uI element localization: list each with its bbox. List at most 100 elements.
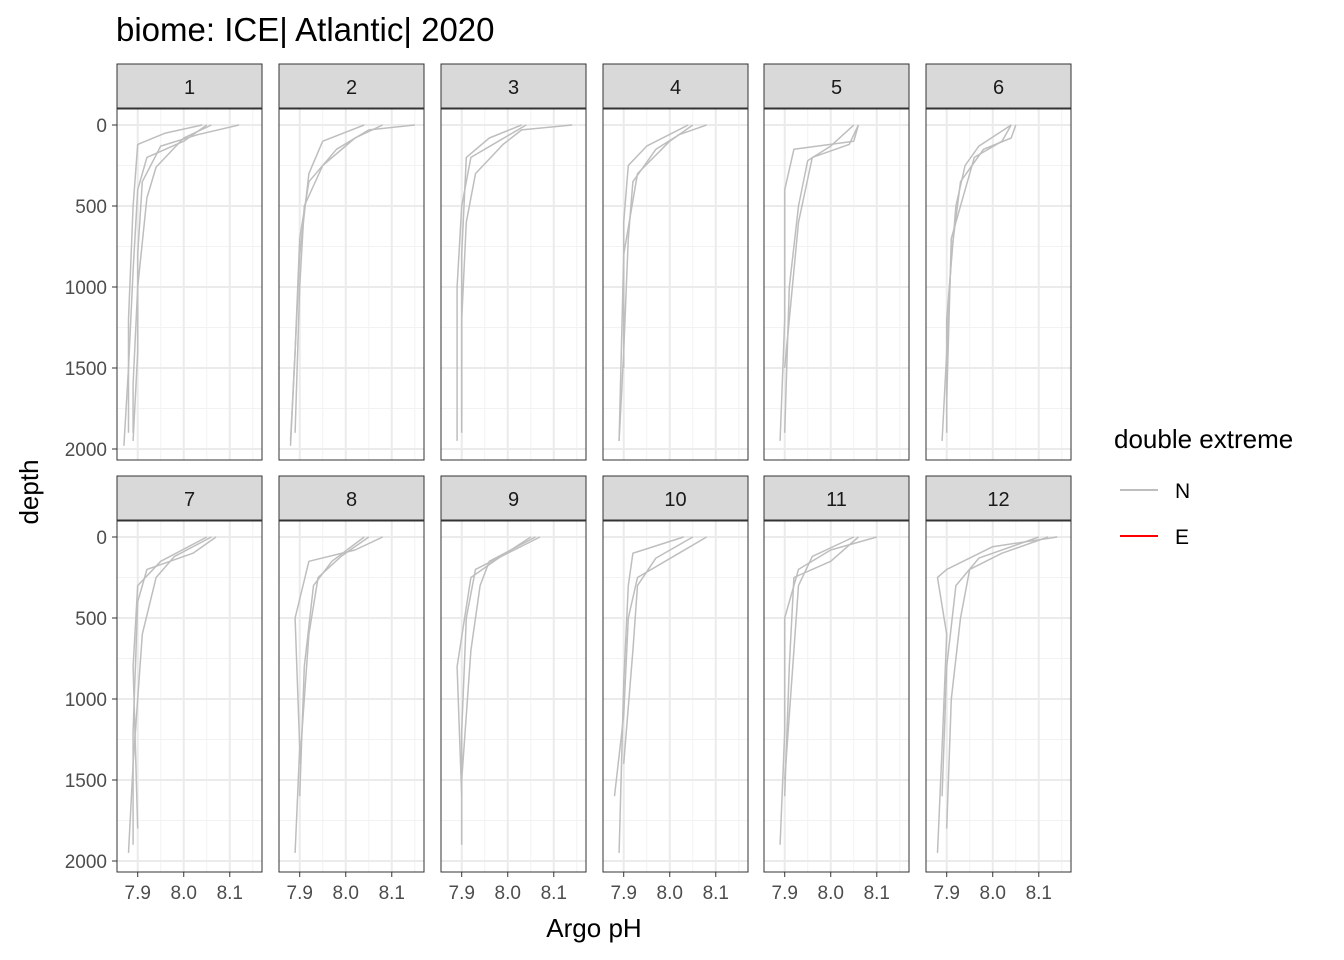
facet-strip bbox=[116, 475, 263, 521]
facet-panel-1: 1 bbox=[116, 63, 263, 461]
series-group bbox=[123, 124, 240, 446]
panel-border bbox=[440, 108, 587, 461]
chart-title: biome: ICE| Atlantic| 2020 bbox=[116, 11, 495, 48]
y-tick-label: 0 bbox=[96, 528, 107, 549]
facet-strip-label: 6 bbox=[993, 77, 1004, 99]
profile-line bbox=[132, 124, 240, 441]
x-axis: 7.9 8.0 8.1 7.9 8.0 8.1 7.9 8.0 8.1 7.9 8.0 8.1 7.9 8… bbox=[125, 872, 1052, 904]
facet-strip bbox=[440, 475, 587, 521]
facet-strip-label: 5 bbox=[831, 77, 842, 99]
x-tick-label: 8.1 bbox=[1026, 883, 1052, 904]
x-tick-label: 8.0 bbox=[171, 883, 197, 904]
x-tick-label: 7.9 bbox=[449, 883, 475, 904]
facet-panel-3: 3 bbox=[440, 63, 587, 461]
panel-border bbox=[925, 108, 1072, 461]
facet-strip bbox=[602, 63, 749, 109]
profile-line bbox=[294, 124, 383, 433]
facet-strip-label: 12 bbox=[987, 489, 1009, 511]
profile-line bbox=[456, 124, 527, 441]
x-tick-label: 8.1 bbox=[703, 883, 729, 904]
facet-panel-6: 6 bbox=[925, 63, 1072, 461]
plot-background bbox=[764, 521, 909, 872]
profile-line bbox=[779, 124, 860, 441]
x-tick-label: 8.1 bbox=[379, 883, 405, 904]
y-tick-label: 500 bbox=[75, 609, 107, 630]
facet-strip-label: 4 bbox=[670, 77, 681, 99]
panel-border bbox=[278, 520, 425, 873]
plot-background bbox=[117, 109, 262, 460]
legend-label-n: N bbox=[1175, 480, 1190, 503]
facet-strip-label: 7 bbox=[184, 489, 195, 511]
facet-strip bbox=[925, 63, 1072, 109]
x-tick-label: 7.9 bbox=[772, 883, 798, 904]
plot-background bbox=[117, 521, 262, 872]
panel-border bbox=[602, 108, 749, 461]
facet-panel-12: 12 bbox=[925, 475, 1072, 873]
y-axes: 0 500 1000 1500 2000 0 500 1000 1500 2000 bbox=[65, 116, 117, 873]
plot-background bbox=[279, 521, 424, 872]
facet-panel-9: 9 bbox=[440, 475, 587, 873]
x-axis-title: Argo pH bbox=[546, 913, 641, 943]
plot-background bbox=[441, 521, 586, 872]
series-group bbox=[779, 536, 878, 845]
profile-line bbox=[945, 124, 1012, 401]
profile-line bbox=[460, 536, 536, 781]
plot-background bbox=[279, 109, 424, 460]
profile-line bbox=[622, 536, 694, 764]
series-group bbox=[456, 536, 541, 845]
facet-strip bbox=[278, 63, 425, 109]
y-tick-label: 1000 bbox=[65, 278, 107, 299]
series-group bbox=[941, 124, 1017, 441]
panel-border bbox=[763, 520, 910, 873]
facet-strip-label: 1 bbox=[184, 77, 195, 99]
panel-border bbox=[116, 520, 263, 873]
series-group bbox=[294, 536, 383, 853]
legend: double extreme N E bbox=[1114, 424, 1293, 549]
plot-background bbox=[926, 109, 1071, 460]
profile-line bbox=[127, 536, 212, 853]
series-group bbox=[456, 124, 573, 441]
x-tick-label: 8.0 bbox=[495, 883, 521, 904]
plot-background bbox=[926, 521, 1071, 872]
y-tick-label: 1500 bbox=[65, 771, 107, 792]
y-axis-title: depth bbox=[14, 459, 44, 524]
facet-strip bbox=[440, 63, 587, 109]
profile-line bbox=[618, 536, 684, 853]
profile-line bbox=[294, 536, 383, 853]
profile-line bbox=[289, 124, 365, 441]
facet-strip bbox=[116, 63, 263, 109]
profile-line bbox=[783, 124, 855, 433]
x-tick-label: 8.1 bbox=[541, 883, 567, 904]
panel-border bbox=[440, 520, 587, 873]
facet-strip bbox=[763, 63, 910, 109]
profile-line bbox=[132, 536, 217, 845]
facet-panel-11: 11 bbox=[763, 475, 910, 873]
profile-line bbox=[618, 124, 694, 441]
x-tick-label: 8.0 bbox=[818, 883, 844, 904]
x-tick-label: 8.0 bbox=[657, 883, 683, 904]
y-tick-label: 2000 bbox=[65, 440, 107, 461]
y-tick-label: 500 bbox=[75, 197, 107, 218]
profile-line bbox=[298, 536, 370, 764]
x-tick-label: 7.9 bbox=[934, 883, 960, 904]
x-tick-label: 8.1 bbox=[864, 883, 890, 904]
plot-background bbox=[603, 109, 748, 460]
x-tick-label: 7.9 bbox=[125, 883, 151, 904]
facet-strip-label: 3 bbox=[508, 77, 519, 99]
legend-title: double extreme bbox=[1114, 424, 1293, 454]
y-tick-label: 2000 bbox=[65, 852, 107, 873]
panel-border bbox=[278, 108, 425, 461]
x-tick-label: 8.0 bbox=[333, 883, 359, 904]
panel-border bbox=[602, 520, 749, 873]
profile-line bbox=[132, 536, 208, 829]
facet-panel-10: 10 bbox=[602, 475, 749, 873]
facet-strip bbox=[602, 475, 749, 521]
x-tick-label: 8.1 bbox=[217, 883, 243, 904]
facet-panel-4: 4 bbox=[602, 63, 749, 461]
facet-strip-label: 2 bbox=[346, 77, 357, 99]
profile-line bbox=[460, 536, 541, 845]
facet-strip-label: 9 bbox=[508, 489, 519, 511]
profile-line bbox=[779, 536, 878, 845]
series-group bbox=[289, 124, 415, 446]
